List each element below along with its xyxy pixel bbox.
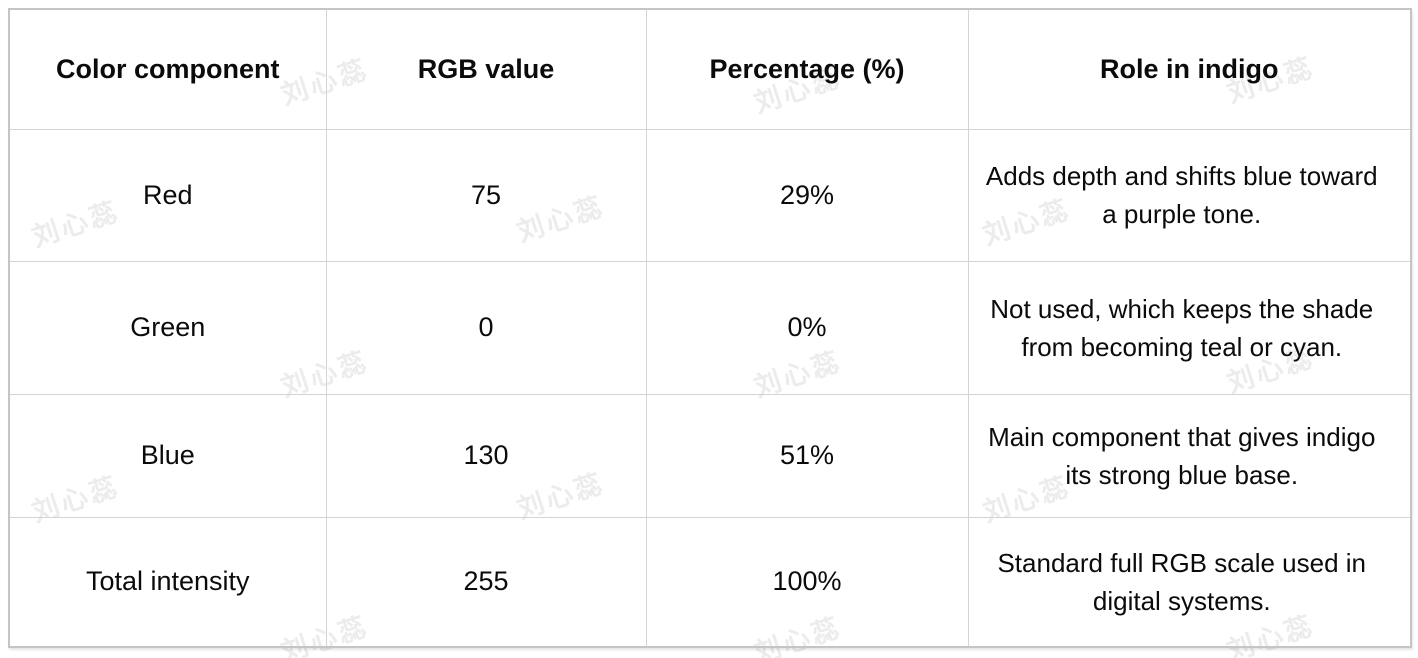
column-header-role-in-indigo: Role in indigo (967, 8, 1412, 130)
column-header-percentage: Percentage (%) (645, 8, 969, 130)
cell-percentage: 29% (645, 128, 969, 262)
cell-role: Not used, which keeps the shade from bec… (967, 261, 1412, 395)
cell-role: Adds depth and shifts blue toward a purp… (967, 128, 1412, 262)
cell-rgb-value: 0 (325, 261, 647, 395)
column-header-color-component: Color component (8, 8, 327, 130)
color-components-table: Color component RGB value Percentage (%)… (8, 8, 1412, 648)
table-row-red: Red 75 29% Adds depth and shifts blue to… (8, 128, 1412, 262)
cell-rgb-value: 255 (325, 516, 647, 648)
cell-component: Green (8, 261, 327, 395)
table-header-row: Color component RGB value Percentage (%)… (8, 8, 1412, 130)
cell-role-text: Main component that gives indigo its str… (988, 421, 1376, 490)
cell-role-text: Standard full RGB scale used in digital … (997, 547, 1367, 616)
cell-percentage: 51% (645, 393, 969, 518)
cell-role-text: Adds depth and shifts blue toward a purp… (985, 161, 1378, 230)
table-row-total-intensity: Total intensity 255 100% Standard full R… (8, 516, 1412, 648)
cell-component: Red (8, 128, 327, 262)
table-row-blue: Blue 130 51% Main component that gives i… (8, 393, 1412, 518)
column-header-rgb-value: RGB value (325, 8, 647, 130)
cell-rgb-value: 130 (325, 393, 647, 518)
cell-rgb-value: 75 (325, 128, 647, 262)
cell-percentage: 100% (645, 516, 969, 648)
cell-role-text: Not used, which keeps the shade from bec… (990, 293, 1374, 362)
cell-component: Total intensity (8, 516, 327, 648)
cell-component: Blue (8, 393, 327, 518)
cell-role: Standard full RGB scale used in digital … (967, 516, 1412, 648)
table-row-green: Green 0 0% Not used, which keeps the sha… (8, 261, 1412, 395)
cell-percentage: 0% (645, 261, 969, 395)
cell-role: Main component that gives indigo its str… (967, 393, 1412, 518)
